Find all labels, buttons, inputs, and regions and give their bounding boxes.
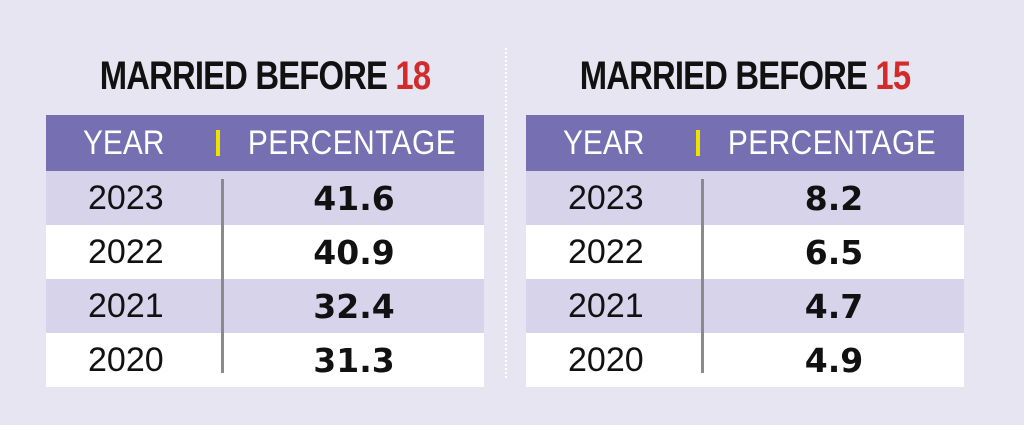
title-prefix: MARRIED BEFORE	[99, 54, 388, 98]
year-cell: 2023	[568, 178, 644, 217]
column-header-year: YEAR	[562, 123, 645, 162]
percentage-cell: 31.3	[313, 340, 395, 380]
column-separator	[221, 179, 224, 373]
table-body: 2023 41.6 2022 40.9 2021 32.4 2020 31.3	[46, 171, 484, 387]
percentage-cell: 40.9	[313, 232, 395, 272]
table-header: YEAR PERCENTAGE	[46, 115, 484, 171]
percentage-cell: 6.5	[804, 232, 864, 272]
data-table: YEAR PERCENTAGE 2023 41.6 2022 40.9 2021…	[46, 115, 484, 387]
table-row: 2022 6.5	[526, 225, 964, 279]
percentage-cell: 32.4	[313, 286, 395, 326]
table-header: YEAR PERCENTAGE	[526, 115, 964, 171]
percentage-cell: 8.2	[804, 178, 864, 218]
percentage-cell: 41.6	[313, 178, 395, 218]
table-panel-before-18: MARRIED BEFORE 18 YEAR PERCENTAGE 2023 4…	[46, 52, 484, 387]
table-title: MARRIED BEFORE 15	[565, 52, 924, 108]
table-row: 2022 40.9	[46, 225, 484, 279]
table-title: MARRIED BEFORE 18	[85, 52, 444, 108]
column-header-percentage: PERCENTAGE	[727, 123, 937, 162]
header-marker	[216, 130, 220, 156]
table-row: 2023 41.6	[46, 171, 484, 225]
year-cell: 2020	[568, 340, 644, 379]
data-table: YEAR PERCENTAGE 2023 8.2 2022 6.5 2021 4…	[526, 115, 964, 387]
header-marker	[696, 130, 700, 156]
panel-divider	[505, 48, 507, 378]
column-header-year: YEAR	[82, 123, 165, 162]
column-header-percentage: PERCENTAGE	[247, 123, 457, 162]
table-row: 2020 31.3	[46, 333, 484, 387]
year-cell: 2021	[88, 286, 164, 325]
year-cell: 2022	[88, 232, 164, 271]
percentage-cell: 4.7	[804, 286, 864, 326]
table-row: 2021 4.7	[526, 279, 964, 333]
percentage-cell: 4.9	[804, 340, 864, 380]
title-number: 15	[875, 54, 911, 98]
table-row: 2021 32.4	[46, 279, 484, 333]
year-cell: 2020	[88, 340, 164, 379]
title-number: 18	[395, 54, 431, 98]
table-row: 2020 4.9	[526, 333, 964, 387]
column-separator	[701, 179, 704, 373]
title-prefix: MARRIED BEFORE	[579, 54, 868, 98]
year-cell: 2023	[88, 178, 164, 217]
table-row: 2023 8.2	[526, 171, 964, 225]
table-panel-before-15: MARRIED BEFORE 15 YEAR PERCENTAGE 2023 8…	[526, 52, 964, 387]
year-cell: 2021	[568, 286, 644, 325]
year-cell: 2022	[568, 232, 644, 271]
table-body: 2023 8.2 2022 6.5 2021 4.7 2020 4.9	[526, 171, 964, 387]
